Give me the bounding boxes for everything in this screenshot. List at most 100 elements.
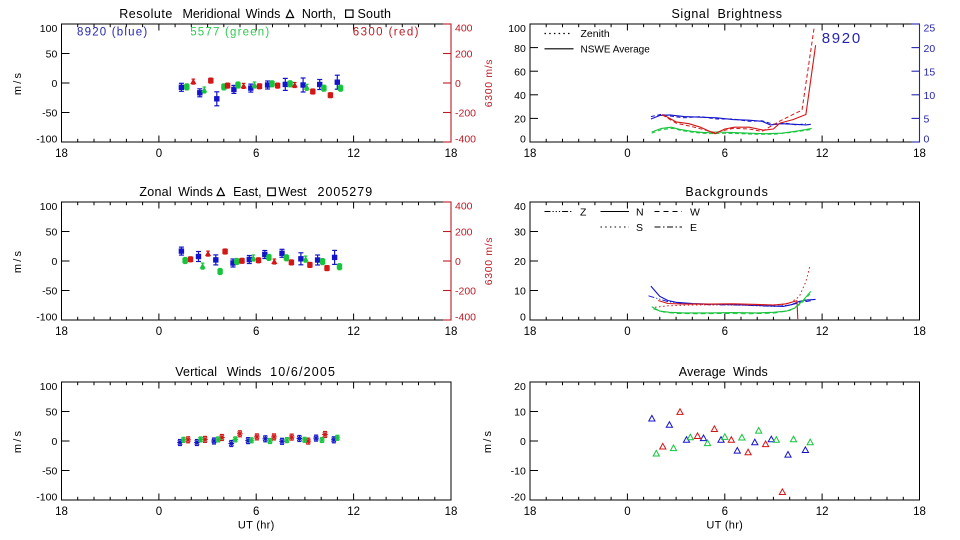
svg-text:Vertical: Vertical xyxy=(175,365,217,379)
svg-text:6300 (red): 6300 (red) xyxy=(353,27,420,39)
svg-text:5577 (green): 5577 (green) xyxy=(190,27,270,39)
svg-text:0: 0 xyxy=(51,78,57,90)
svg-text:100: 100 xyxy=(40,23,58,35)
svg-text:-100: -100 xyxy=(36,312,57,324)
svg-text:6: 6 xyxy=(722,326,728,338)
svg-text:m/s: m/s xyxy=(12,429,24,453)
svg-text:18: 18 xyxy=(445,506,458,518)
svg-text:400: 400 xyxy=(455,201,473,213)
svg-text:-100: -100 xyxy=(36,492,57,504)
svg-text:West: West xyxy=(278,185,307,199)
svg-text:18: 18 xyxy=(913,326,926,338)
svg-text:0: 0 xyxy=(624,506,630,518)
svg-text:0: 0 xyxy=(455,78,461,90)
svg-text:W: W xyxy=(690,206,700,218)
svg-text:18: 18 xyxy=(524,326,537,338)
svg-text:100: 100 xyxy=(508,23,526,35)
svg-text:-20: -20 xyxy=(511,492,526,504)
svg-text:0: 0 xyxy=(156,326,162,338)
svg-text:m/s: m/s xyxy=(12,249,24,273)
svg-text:6: 6 xyxy=(722,148,728,160)
svg-text:m/s: m/s xyxy=(482,429,494,453)
svg-text:10: 10 xyxy=(514,407,526,419)
svg-text:-50: -50 xyxy=(42,466,57,478)
svg-text:0: 0 xyxy=(624,326,630,338)
svg-text:18: 18 xyxy=(913,148,926,160)
svg-text:18: 18 xyxy=(55,506,68,518)
svg-text:Backgrounds: Backgrounds xyxy=(685,185,768,199)
svg-text:E: E xyxy=(690,222,697,234)
svg-text:25: 25 xyxy=(924,23,936,35)
svg-text:0: 0 xyxy=(624,148,630,160)
svg-text:UT (hr): UT (hr) xyxy=(238,519,275,531)
svg-text:18: 18 xyxy=(445,326,458,338)
svg-text:12: 12 xyxy=(816,506,829,518)
svg-text:200: 200 xyxy=(455,49,473,61)
svg-text:Signal: Signal xyxy=(672,7,710,21)
svg-text:50: 50 xyxy=(46,407,58,419)
svg-text:Brightness: Brightness xyxy=(718,7,783,21)
svg-text:0: 0 xyxy=(455,256,461,268)
svg-text:0: 0 xyxy=(520,436,526,448)
svg-text:Winds: Winds xyxy=(733,365,768,379)
svg-text:80: 80 xyxy=(514,43,526,55)
svg-text:m/s: m/s xyxy=(12,71,24,95)
svg-text:200: 200 xyxy=(455,227,473,239)
svg-text:-200: -200 xyxy=(455,108,476,120)
svg-text:-400: -400 xyxy=(455,134,476,146)
svg-text:6300 m/s: 6300 m/s xyxy=(483,237,495,285)
svg-text:8920: 8920 xyxy=(822,30,862,47)
svg-text:0: 0 xyxy=(51,436,57,448)
svg-text:-200: -200 xyxy=(455,286,476,298)
svg-text:20: 20 xyxy=(514,381,526,393)
svg-text:6: 6 xyxy=(253,148,259,160)
svg-text:18: 18 xyxy=(913,506,926,518)
svg-text:20: 20 xyxy=(924,43,936,55)
svg-text:50: 50 xyxy=(46,227,58,239)
svg-text:10/6/2005: 10/6/2005 xyxy=(270,365,336,379)
svg-text:6: 6 xyxy=(253,506,259,518)
svg-text:20: 20 xyxy=(514,256,526,268)
svg-text:15: 15 xyxy=(924,66,936,78)
svg-text:8920 (blue): 8920 (blue) xyxy=(77,27,148,39)
svg-text:Z: Z xyxy=(580,206,587,218)
svg-text:Zenith: Zenith xyxy=(581,28,610,40)
svg-text:18: 18 xyxy=(445,148,458,160)
svg-text:2005279: 2005279 xyxy=(318,185,374,199)
svg-text:10: 10 xyxy=(514,286,526,298)
svg-text:Zonal: Zonal xyxy=(139,185,172,199)
svg-text:400: 400 xyxy=(455,23,473,35)
svg-text:50: 50 xyxy=(46,49,58,61)
svg-text:-100: -100 xyxy=(36,134,57,146)
svg-text:East,: East, xyxy=(233,185,262,199)
svg-text:-50: -50 xyxy=(42,108,57,120)
svg-text:Winds: Winds xyxy=(178,185,213,199)
svg-text:100: 100 xyxy=(40,201,58,213)
svg-text:0: 0 xyxy=(156,148,162,160)
svg-text:0: 0 xyxy=(51,256,57,268)
svg-text:18: 18 xyxy=(55,326,68,338)
svg-text:5: 5 xyxy=(924,114,930,126)
svg-text:10: 10 xyxy=(924,90,936,102)
svg-text:Average: Average xyxy=(679,365,726,379)
svg-text:100: 100 xyxy=(40,381,58,393)
svg-text:6: 6 xyxy=(253,326,259,338)
svg-text:0: 0 xyxy=(156,506,162,518)
svg-text:-400: -400 xyxy=(455,312,476,324)
svg-text:6: 6 xyxy=(722,506,728,518)
svg-text:12: 12 xyxy=(816,326,829,338)
svg-text:18: 18 xyxy=(524,148,537,160)
svg-text:18: 18 xyxy=(524,506,537,518)
svg-text:6300 m/s: 6300 m/s xyxy=(483,59,495,107)
svg-text:30: 30 xyxy=(514,227,526,239)
svg-text:12: 12 xyxy=(347,326,360,338)
svg-text:0: 0 xyxy=(924,134,930,146)
svg-text:12: 12 xyxy=(347,506,360,518)
svg-text:Winds: Winds xyxy=(246,7,281,21)
svg-text:-50: -50 xyxy=(42,286,57,298)
svg-text:NSWE Average: NSWE Average xyxy=(581,44,651,55)
svg-text:Winds: Winds xyxy=(227,365,262,379)
svg-text:20: 20 xyxy=(514,114,526,126)
svg-text:Resolute: Resolute xyxy=(119,7,173,21)
svg-text:-10: -10 xyxy=(511,466,526,478)
